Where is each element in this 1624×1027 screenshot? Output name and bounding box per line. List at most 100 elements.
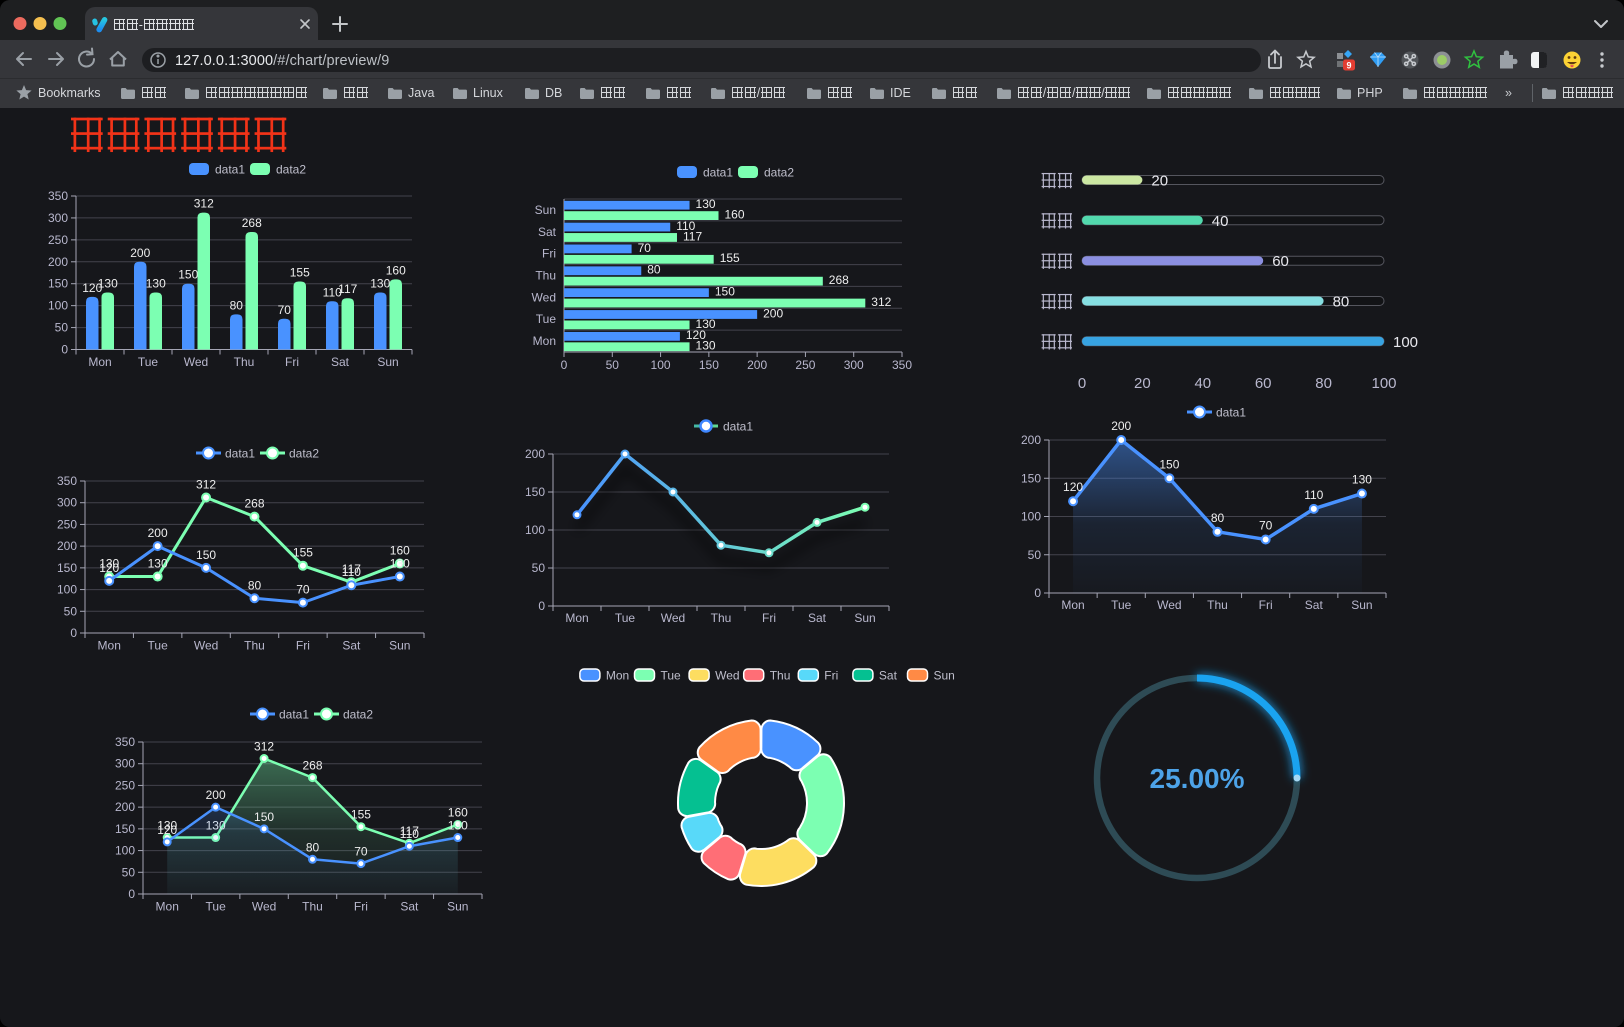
svg-text:Sun: Sun: [447, 900, 468, 914]
svg-text:data2: data2: [343, 708, 373, 722]
svg-text:200: 200: [115, 800, 135, 814]
svg-text:40: 40: [1194, 375, 1211, 392]
svg-text:Sun: Sun: [389, 639, 410, 653]
svg-text:155: 155: [720, 251, 740, 265]
svg-text:Mon: Mon: [88, 355, 111, 369]
svg-text:data1: data1: [703, 166, 733, 180]
svg-text:Thu: Thu: [1207, 598, 1228, 612]
svg-text:Sun: Sun: [854, 611, 875, 625]
svg-text:100: 100: [651, 358, 671, 372]
svg-text:130: 130: [390, 557, 410, 571]
svg-text:70: 70: [354, 845, 368, 859]
svg-text:130: 130: [146, 276, 166, 290]
svg-text:155: 155: [293, 546, 313, 560]
svg-text:110: 110: [400, 827, 419, 841]
svg-text:117: 117: [683, 229, 702, 243]
svg-text:268: 268: [244, 497, 264, 511]
svg-text:120: 120: [157, 823, 177, 837]
svg-text:312: 312: [871, 295, 891, 309]
svg-text:70: 70: [1259, 518, 1273, 532]
svg-text:50: 50: [122, 865, 136, 879]
svg-text:350: 350: [48, 189, 68, 203]
svg-text:0: 0: [70, 626, 77, 640]
svg-text:150: 150: [115, 822, 135, 836]
svg-text:Thu: Thu: [244, 639, 265, 653]
svg-text:200: 200: [130, 246, 150, 260]
svg-text:312: 312: [254, 740, 274, 754]
svg-text:130: 130: [370, 276, 390, 290]
svg-text:Sun: Sun: [1351, 598, 1372, 612]
svg-text:350: 350: [115, 735, 135, 749]
svg-text:data1: data1: [225, 447, 255, 461]
svg-text:200: 200: [747, 358, 767, 372]
svg-text:Mon: Mon: [156, 900, 179, 914]
svg-text:40: 40: [1212, 213, 1229, 230]
svg-text:Wed: Wed: [715, 669, 739, 683]
svg-text:150: 150: [48, 277, 68, 291]
svg-text:Wed: Wed: [661, 611, 685, 625]
svg-text:Wed: Wed: [252, 900, 276, 914]
svg-text:100: 100: [57, 583, 77, 597]
svg-text:200: 200: [48, 255, 68, 269]
svg-text:60: 60: [1255, 375, 1272, 392]
svg-text:160: 160: [386, 263, 406, 277]
svg-text:110: 110: [676, 219, 695, 233]
svg-text:Fri: Fri: [824, 669, 838, 683]
svg-text:80: 80: [647, 263, 661, 277]
svg-text:250: 250: [795, 358, 815, 372]
svg-text:50: 50: [64, 604, 78, 618]
svg-text:0: 0: [1078, 375, 1086, 392]
svg-text:25.00%: 25.00%: [1150, 763, 1245, 794]
svg-text:Mon: Mon: [533, 334, 556, 348]
svg-text:Wed: Wed: [1157, 598, 1181, 612]
svg-text:Tue: Tue: [138, 355, 159, 369]
svg-text:150: 150: [178, 268, 198, 282]
svg-text:130: 130: [696, 339, 716, 353]
svg-text:70: 70: [296, 583, 310, 597]
svg-text:110: 110: [342, 565, 361, 579]
svg-text:250: 250: [48, 233, 68, 247]
svg-text:data1: data1: [215, 163, 245, 177]
svg-text:Mon: Mon: [1061, 598, 1084, 612]
svg-text:50: 50: [55, 321, 69, 335]
svg-text:150: 150: [1159, 457, 1179, 471]
svg-text:Fri: Fri: [285, 355, 299, 369]
svg-text:Wed: Wed: [184, 355, 208, 369]
svg-text:Thu: Thu: [535, 269, 556, 283]
svg-text:0: 0: [61, 343, 68, 357]
svg-text:200: 200: [525, 447, 545, 461]
svg-text:350: 350: [892, 358, 912, 372]
svg-text:268: 268: [829, 273, 849, 287]
svg-text:300: 300: [115, 757, 135, 771]
svg-text:Sat: Sat: [331, 355, 350, 369]
svg-text:Tue: Tue: [536, 312, 557, 326]
svg-text:Tue: Tue: [206, 900, 227, 914]
svg-text:80: 80: [1315, 375, 1332, 392]
svg-text:data1: data1: [279, 708, 309, 722]
svg-text:117: 117: [400, 824, 419, 838]
svg-text:data2: data2: [289, 447, 319, 461]
svg-text:160: 160: [725, 208, 745, 222]
svg-text:Mon: Mon: [606, 669, 629, 683]
svg-text:data2: data2: [764, 166, 794, 180]
svg-text:Mon: Mon: [98, 639, 121, 653]
svg-text:Tue: Tue: [148, 639, 169, 653]
svg-text:150: 150: [196, 548, 216, 562]
svg-text:150: 150: [57, 561, 77, 575]
svg-text:117: 117: [342, 562, 361, 576]
svg-text:Thu: Thu: [302, 900, 323, 914]
svg-text:150: 150: [254, 810, 274, 824]
svg-text:120: 120: [99, 561, 119, 575]
svg-text:Sat: Sat: [342, 639, 361, 653]
svg-text:80: 80: [306, 840, 320, 854]
svg-text:80: 80: [1333, 294, 1350, 311]
svg-text:160: 160: [448, 806, 468, 820]
svg-text:268: 268: [242, 216, 262, 230]
svg-text:data2: data2: [276, 163, 306, 177]
svg-text:Tue: Tue: [1111, 598, 1132, 612]
svg-text:200: 200: [1111, 419, 1131, 433]
svg-text:50: 50: [532, 561, 546, 575]
svg-text:Thu: Thu: [234, 355, 255, 369]
svg-text:250: 250: [57, 517, 77, 531]
svg-text:Sat: Sat: [808, 611, 827, 625]
